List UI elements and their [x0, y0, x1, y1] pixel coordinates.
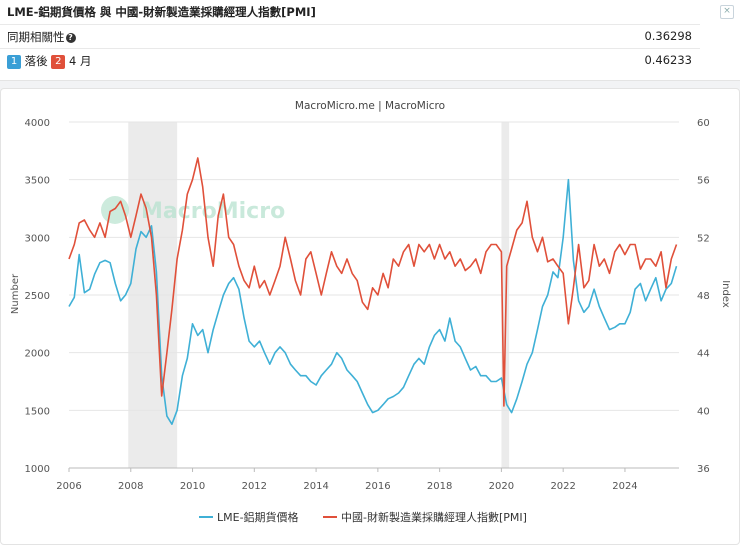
x-tick-label: 2008 [118, 481, 143, 492]
x-axis-ticks: 2006 2008 2010 2012 2014 2016 2018 2020 2022 2024 [56, 467, 679, 492]
help-icon[interactable]: ? [65, 33, 76, 43]
y-tick-label: 2000 [25, 349, 50, 360]
y-tick-label: 3500 [25, 176, 50, 187]
lag-text-2: 4 月 [68, 54, 92, 68]
y-tick-label: 4000 [25, 118, 50, 129]
lag-label-group: 1 落後 2 4 月 [7, 53, 91, 69]
y2-tick-label: 48 [697, 291, 710, 302]
x-tick-label: 2024 [612, 481, 637, 492]
x-tick-label: 2018 [427, 481, 452, 492]
y2-tick-label: 60 [697, 118, 710, 129]
y2-tick-label: 52 [697, 233, 710, 244]
x-tick-label: 2020 [489, 481, 514, 492]
section-divider [0, 80, 740, 91]
y-axis-ticks: 1000 1500 2000 2500 3000 3500 4000 [25, 118, 50, 475]
correlation-row: 同期相關性? 0.36298 [0, 24, 700, 47]
correlation-value: 0.36298 [644, 29, 692, 43]
legend-item-aluminum[interactable]: LME-鋁期貨價格 [199, 510, 299, 524]
chart-svg[interactable]: MacroMicro MacroMicro.me | MacroMicro Nu… [1, 89, 739, 544]
correlation-label-group: 同期相關性? [7, 29, 76, 45]
legend-label-aluminum: LME-鋁期貨價格 [217, 510, 299, 524]
series-lines [68, 157, 678, 426]
panel-header: LME-鋁期貨價格 與 中國-財新製造業採購經理人指數[PMI] × [0, 0, 740, 22]
y-tick-label: 1000 [25, 464, 50, 475]
watermark-logo-icon [101, 196, 129, 224]
y2-tick-label: 44 [697, 349, 710, 360]
y2-tick-label: 36 [697, 464, 710, 475]
y-tick-label: 1500 [25, 406, 50, 417]
lag-badge-1: 1 [7, 55, 21, 69]
y-axis-label: Number [10, 273, 21, 314]
y2-axis-ticks: 36 40 44 48 52 56 60 [697, 118, 710, 475]
legend-item-pmi[interactable]: 中國-財新製造業採購經理人指數[PMI] [323, 510, 527, 524]
chart-title: MacroMicro.me | MacroMicro [295, 100, 445, 112]
chart-card: MacroMicro MacroMicro.me | MacroMicro Nu… [0, 88, 740, 545]
lag-badge-2: 2 [51, 55, 66, 69]
legend: LME-鋁期貨價格 中國-財新製造業採購經理人指數[PMI] [199, 510, 527, 524]
x-tick-label: 2014 [303, 481, 328, 492]
series-line-pmi [68, 157, 678, 407]
panel-title: LME-鋁期貨價格 與 中國-財新製造業採購經理人指數[PMI] [7, 5, 316, 19]
lag-text-1: 落後 [24, 54, 48, 68]
lag-correlation-row: 1 落後 2 4 月 0.46233 [0, 48, 700, 71]
y2-tick-label: 56 [697, 176, 710, 187]
y-tick-label: 3000 [25, 233, 50, 244]
x-tick-label: 2016 [365, 481, 390, 492]
x-tick-label: 2010 [180, 481, 205, 492]
close-button[interactable]: × [720, 5, 734, 19]
legend-label-pmi: 中國-財新製造業採購經理人指數[PMI] [341, 510, 527, 524]
lag-correlation-value: 0.46233 [644, 53, 692, 67]
x-tick-label: 2006 [56, 481, 81, 492]
x-tick-label: 2022 [550, 481, 575, 492]
correlation-label: 同期相關性 [7, 30, 65, 44]
y2-tick-label: 40 [697, 406, 710, 417]
y2-axis-label: Index [720, 280, 731, 308]
y-tick-label: 2500 [25, 291, 50, 302]
chart-watermark: MacroMicro [141, 199, 285, 224]
x-tick-label: 2012 [242, 481, 267, 492]
